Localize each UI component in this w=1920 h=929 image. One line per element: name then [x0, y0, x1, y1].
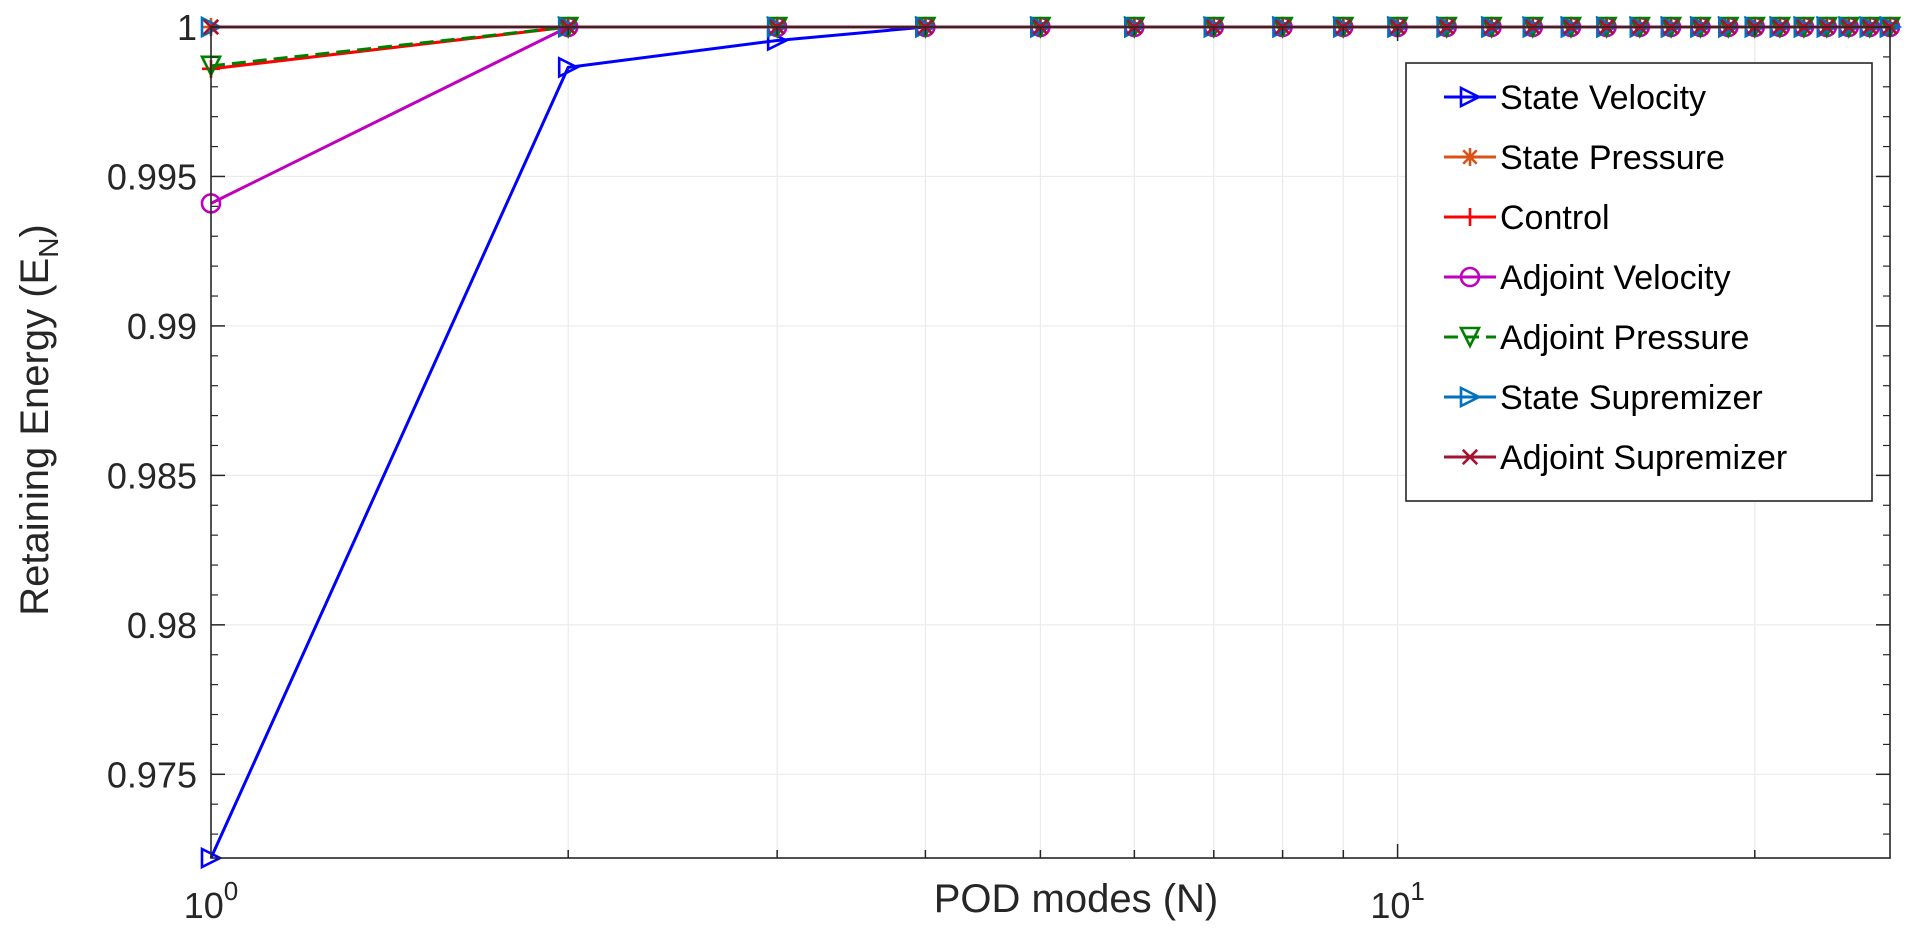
legend-entry-state-supremizer: State Supremizer	[1444, 379, 1763, 417]
legend-label: Adjoint Supremizer	[1500, 439, 1787, 477]
legend-entry-adjoint-pressure: Adjoint Pressure	[1444, 319, 1749, 357]
legend-marker	[1459, 266, 1481, 288]
axes-box	[210, 26, 1891, 859]
legend-label: Control	[1500, 199, 1610, 237]
ticks	[211, 26, 1890, 858]
legend-entry-adjoint-velocity: Adjoint Velocity	[1444, 259, 1731, 297]
y-axis-label-close: )	[13, 224, 57, 237]
legend-entry-state-velocity: State Velocity	[1444, 79, 1706, 117]
legend-label: State Supremizer	[1500, 379, 1763, 417]
x-tick-label: 100	[184, 876, 239, 926]
axes	[210, 26, 1891, 859]
y-tick-label: 0.99	[127, 306, 197, 347]
y-axis-label: Retaining Energy (EN)	[13, 224, 64, 616]
legend-label: State Pressure	[1500, 139, 1725, 177]
x-tick-label-base: 10	[184, 885, 224, 926]
x-tick-label-exponent: 1	[1410, 876, 1424, 906]
legend-label: State Velocity	[1500, 79, 1706, 117]
legend-entry-adjoint-supremizer: Adjoint Supremizer	[1444, 439, 1787, 477]
y-tick-label: 0.98	[127, 605, 197, 646]
legend-entry-state-pressure: State Pressure	[1444, 139, 1725, 177]
x-tick-label: 101	[1370, 876, 1425, 926]
legend-entry-control: Control	[1444, 199, 1610, 237]
legend-marker	[1461, 448, 1479, 466]
legend-label: Adjoint Pressure	[1500, 319, 1749, 357]
y-tick-label: 0.995	[107, 156, 197, 197]
x-axis-label: POD modes (N)	[934, 877, 1219, 921]
y-axis-label-subscript: N	[33, 238, 64, 258]
data-point	[557, 56, 581, 79]
x-tick-label-exponent: 0	[224, 876, 238, 906]
legend-box	[1405, 62, 1873, 502]
legend: State Velocity State Pressure Control Adjoi…	[1405, 62, 1873, 502]
legend-marker	[1461, 208, 1479, 226]
y-tick-label: 0.975	[107, 754, 197, 795]
y-tick-label: 0.985	[107, 455, 197, 496]
legend-marker	[1461, 148, 1479, 166]
legend-marker	[1459, 85, 1482, 109]
legend-marker	[1458, 326, 1482, 349]
legend-marker	[1459, 385, 1482, 409]
y-tick-label: 1	[177, 7, 197, 48]
y-axis-label-main: Retaining Energy (E	[13, 258, 57, 616]
x-tick-label-base: 10	[1370, 885, 1410, 926]
legend-label: Adjoint Velocity	[1500, 259, 1731, 297]
